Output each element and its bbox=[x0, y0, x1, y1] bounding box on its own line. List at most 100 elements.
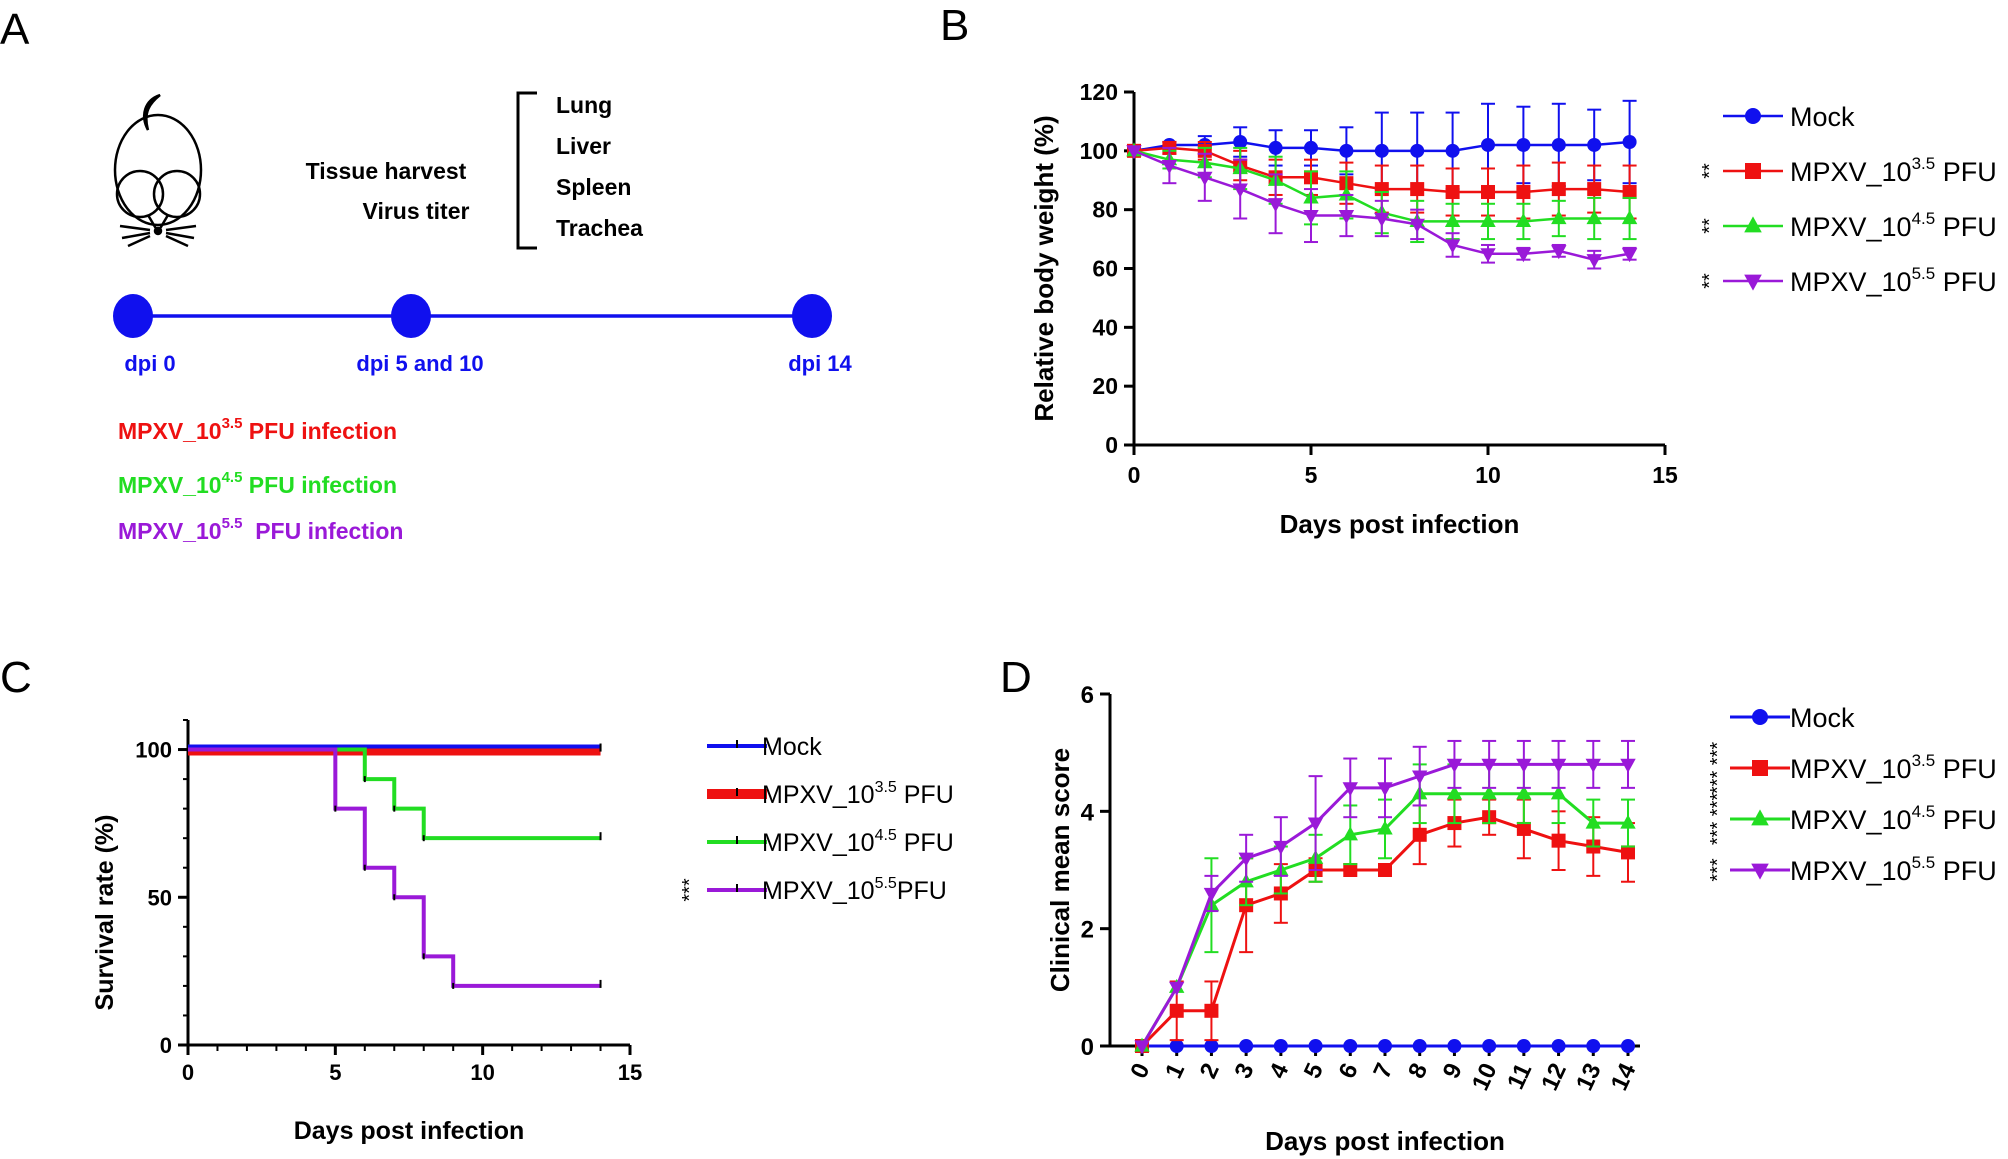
data-point bbox=[1410, 182, 1425, 197]
data-point bbox=[1233, 135, 1248, 150]
legend-label: MPXV_104.5 PFU bbox=[1790, 209, 1997, 242]
data-point bbox=[1621, 845, 1635, 860]
data-point bbox=[1197, 171, 1213, 186]
x-tick-label: 10 bbox=[1467, 1059, 1503, 1095]
survival-step-line-3 bbox=[188, 747, 601, 988]
legend-label: MPXV_103.5 PFU bbox=[1790, 751, 1997, 784]
data-point bbox=[1134, 1040, 1150, 1055]
legend-label: MPXV_104.5 PFU bbox=[1790, 802, 1997, 835]
data-point bbox=[1343, 863, 1358, 877]
x-tick-label: 0 bbox=[1128, 462, 1141, 488]
x-tick-label: 5 bbox=[329, 1060, 341, 1085]
series-3 bbox=[1126, 145, 1638, 270]
panel-c: C 0 50 100 0 5 10 15 Days post infection Surviva… bbox=[0, 653, 954, 1145]
x-tick-label: 15 bbox=[618, 1060, 642, 1085]
data-point bbox=[1377, 782, 1393, 797]
x-tick-label: 10 bbox=[1475, 462, 1501, 488]
data-point bbox=[1412, 770, 1428, 785]
x-tick-label: 7 bbox=[1368, 1059, 1398, 1083]
y-tick-label: 100 bbox=[1080, 138, 1118, 164]
legend-marker bbox=[1745, 108, 1761, 124]
data-point bbox=[1482, 1039, 1497, 1053]
legend-marker bbox=[1752, 709, 1768, 725]
data-point bbox=[1551, 245, 1567, 260]
legend-label: MPXV_105.5PFU bbox=[762, 875, 947, 905]
data-point bbox=[1516, 785, 1532, 800]
x-tick-label: 14 bbox=[1606, 1059, 1642, 1095]
data-point bbox=[1480, 213, 1496, 228]
x-tick-label: 11 bbox=[1502, 1059, 1537, 1093]
x-tick-label: 1 bbox=[1160, 1059, 1190, 1083]
legend-marker bbox=[1751, 809, 1769, 826]
y-tick-label: 120 bbox=[1080, 79, 1118, 105]
data-point bbox=[1587, 137, 1602, 152]
x-tick-label: 10 bbox=[470, 1060, 494, 1085]
data-point bbox=[1267, 198, 1284, 213]
data-point bbox=[1551, 1039, 1566, 1053]
data-point bbox=[1621, 1039, 1635, 1053]
survival-step-line-2 bbox=[188, 747, 601, 841]
panel-b: B 0 20 40 60 80 100 120 0 5 10 15 Days post infecti… bbox=[940, 1, 1997, 539]
data-point bbox=[1203, 887, 1220, 902]
timepoint-dot-2 bbox=[792, 294, 832, 338]
data-point bbox=[1169, 1003, 1184, 1018]
x-tick-label: 0 bbox=[182, 1060, 194, 1085]
significance-marker: ** bbox=[1699, 218, 1721, 234]
significance-marker: *** bbox=[1707, 858, 1729, 882]
data-point bbox=[1516, 137, 1531, 152]
data-point bbox=[1409, 218, 1425, 233]
y-axis-title: Survival rate (%) bbox=[91, 815, 119, 1011]
significance-marker: *** *** bbox=[1707, 742, 1729, 794]
legend-marker bbox=[1745, 163, 1761, 179]
y-tick-label: 100 bbox=[135, 738, 172, 763]
data-point bbox=[1551, 210, 1567, 225]
legend-label: MPXV_103.5 PFU bbox=[1790, 154, 1997, 187]
data-point bbox=[1551, 137, 1566, 152]
x-tick-label: 4 bbox=[1264, 1059, 1294, 1083]
data-point bbox=[1377, 820, 1393, 835]
x-tick-label: 0 bbox=[1125, 1059, 1155, 1083]
data-point bbox=[1586, 1039, 1601, 1053]
data-point bbox=[1620, 758, 1636, 773]
panel-a-letter: A bbox=[0, 5, 30, 54]
x-tick-label: 3 bbox=[1229, 1059, 1259, 1083]
infection-label-mid: MPXV_104.5 PFU infection bbox=[118, 469, 397, 498]
y-axis-title: Relative body weight (%) bbox=[1029, 115, 1059, 421]
data-point bbox=[1342, 826, 1358, 841]
panel-a: A Tissue harvest Virus titer Lung Liver … bbox=[0, 5, 853, 544]
data-point bbox=[1447, 1039, 1462, 1053]
virus-titer-label: Virus titer bbox=[363, 198, 470, 224]
legend-label: MPXV_104.5 PFU bbox=[762, 827, 954, 857]
x-tick-label: 2 bbox=[1195, 1059, 1225, 1083]
data-point bbox=[1126, 145, 1142, 160]
data-point bbox=[1342, 782, 1358, 797]
data-point bbox=[1550, 758, 1567, 773]
data-point bbox=[1445, 185, 1460, 200]
data-point bbox=[1621, 248, 1638, 263]
timepoint-label-0: dpi 0 bbox=[124, 351, 175, 376]
legend-label: Mock bbox=[1790, 102, 1855, 132]
panel-c-letter: C bbox=[0, 653, 32, 702]
legend-marker bbox=[1751, 863, 1769, 880]
panel-d-letter: D bbox=[1000, 653, 1032, 702]
data-point bbox=[1481, 137, 1495, 152]
significance-marker: ** bbox=[1699, 163, 1721, 179]
data-point bbox=[1585, 758, 1601, 773]
data-point bbox=[1343, 1039, 1358, 1053]
data-point bbox=[1480, 248, 1496, 263]
data-point bbox=[1481, 185, 1495, 200]
x-axis-title: Days post infection bbox=[1280, 509, 1520, 539]
data-point bbox=[1308, 1039, 1323, 1053]
data-point bbox=[1273, 840, 1289, 855]
data-point bbox=[1551, 833, 1566, 848]
x-tick-label: 15 bbox=[1652, 462, 1678, 488]
legend-label: MPXV_103.5 PFU bbox=[762, 779, 954, 809]
data-point bbox=[1586, 254, 1602, 269]
significance-marker: *** *** bbox=[1707, 793, 1729, 845]
y-tick-label: 0 bbox=[1081, 1034, 1094, 1061]
data-point bbox=[1515, 248, 1532, 263]
x-tick-label: 13 bbox=[1571, 1059, 1607, 1095]
data-point bbox=[1516, 185, 1531, 200]
data-point bbox=[1446, 785, 1463, 800]
